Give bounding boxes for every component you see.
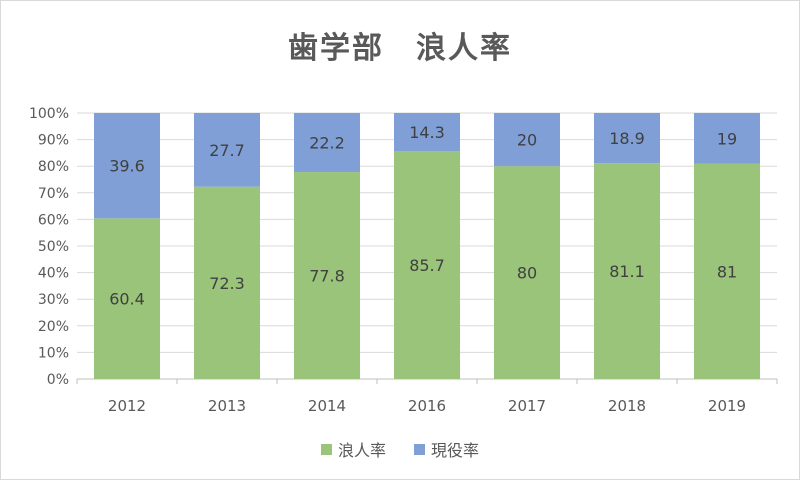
y-tick-label: 50% [38, 239, 69, 255]
data-label: 27.7 [209, 141, 245, 160]
y-tick-label: 100% [29, 106, 69, 122]
y-tick-label: 30% [38, 292, 69, 308]
legend-swatch [320, 443, 332, 455]
x-tick-label: 2017 [508, 397, 546, 415]
x-tick-label: 2018 [608, 397, 646, 415]
y-tick-label: 0% [47, 372, 69, 388]
bar-segment [494, 166, 560, 379]
data-label: 85.7 [409, 256, 445, 275]
bar-segment [294, 172, 360, 379]
legend-swatch [414, 443, 425, 455]
bar-segment [194, 113, 260, 187]
bar-segment [394, 151, 460, 379]
y-tick-label: 80% [38, 159, 69, 175]
y-tick-label: 60% [38, 212, 69, 228]
data-label: 22.2 [309, 134, 345, 153]
legend-item: 浪人率 [320, 437, 386, 461]
bar-segment [94, 113, 160, 219]
bar-segment [594, 113, 660, 164]
bar-segment [694, 113, 760, 164]
data-label: 72.3 [209, 274, 245, 293]
x-tick-label: 2016 [408, 397, 446, 415]
data-label: 14.3 [409, 123, 445, 142]
legend-label: 現役率 [431, 441, 480, 460]
bar-segment [194, 186, 260, 379]
data-label: 18.9 [609, 129, 645, 148]
x-tick-label: 2012 [108, 397, 146, 415]
x-tick-label: 2014 [308, 397, 346, 415]
bar-segment [294, 113, 360, 173]
y-tick-label: 20% [38, 319, 69, 335]
data-label: 60.4 [109, 290, 145, 309]
legend-item: 現役率 [414, 437, 479, 461]
bar-segment [594, 163, 660, 379]
x-tick-label: 2013 [208, 397, 246, 415]
legend-label: 浪人率 [337, 441, 386, 460]
data-label: 81 [717, 262, 737, 281]
legend: 浪人率 現役率 [1, 437, 799, 461]
y-tick-label: 10% [38, 345, 69, 361]
data-label: 77.8 [309, 267, 345, 286]
data-label: 20 [517, 131, 537, 150]
bar-segment [394, 113, 460, 152]
chart-title: 歯学部 浪人率 [288, 31, 512, 66]
data-label: 39.6 [109, 157, 145, 176]
data-label: 81.1 [609, 262, 645, 281]
data-label: 80 [517, 264, 537, 283]
bar-segment [94, 218, 160, 379]
y-tick-label: 70% [38, 186, 69, 202]
x-tick-label: 2019 [708, 397, 746, 415]
y-tick-label: 40% [38, 266, 69, 282]
y-tick-label: 90% [38, 133, 69, 149]
bar-segment [694, 163, 760, 379]
data-label: 19 [717, 129, 737, 148]
bar-segment [494, 113, 560, 167]
